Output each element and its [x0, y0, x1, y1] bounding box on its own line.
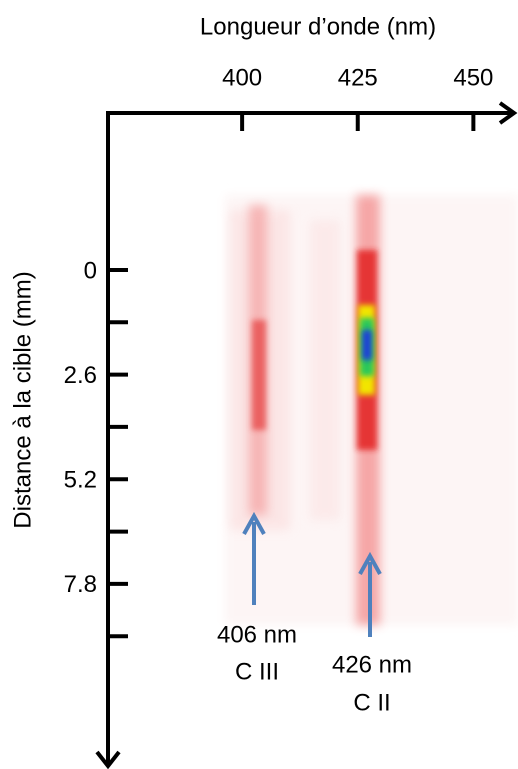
y-tick-label: 0 — [84, 257, 97, 284]
x-axis-title: Longueur d’onde (nm) — [200, 13, 436, 40]
y-tick-label: 2.6 — [64, 362, 97, 389]
annotation: C II — [353, 689, 390, 716]
y-axis-title: Distance à la cible (mm) — [9, 271, 36, 528]
x-arrow — [498, 101, 518, 125]
annotation: 406 nm — [217, 621, 297, 648]
spectrum-image — [225, 195, 518, 625]
x-tick-label: 400 — [222, 64, 262, 91]
y-tick-label: 5.2 — [64, 467, 97, 494]
arrow-head — [358, 551, 382, 575]
arrow-head — [242, 511, 266, 535]
x-tick-label: 425 — [338, 64, 378, 91]
annotation: 426 nm — [332, 651, 412, 678]
y-tick-label: 7.8 — [64, 571, 97, 598]
annotation: C III — [235, 658, 279, 685]
y-arrow — [95, 750, 121, 769]
x-tick-label: 450 — [453, 64, 493, 91]
